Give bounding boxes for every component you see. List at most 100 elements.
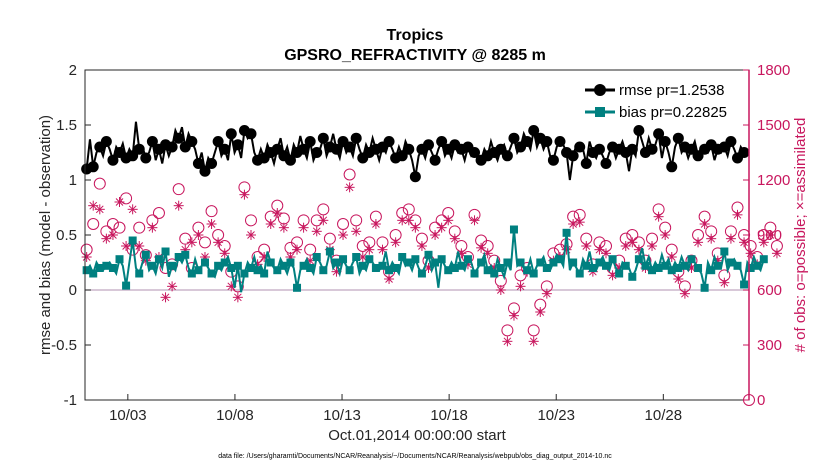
possible-obs-point <box>514 269 527 282</box>
assimilated-obs-stroke <box>240 190 249 199</box>
assimilated-obs-point <box>94 204 105 215</box>
bias-point <box>437 255 446 264</box>
assimilated-obs-point <box>508 310 519 321</box>
assimilated-obs-stroke <box>470 216 479 225</box>
possible-obs-point <box>245 214 257 227</box>
rmse-point <box>725 136 737 147</box>
assimilated-obs-stroke <box>404 216 413 225</box>
possible-obs-point <box>527 324 540 337</box>
bias-point <box>621 261 630 270</box>
rmse-point <box>653 128 665 140</box>
assimilated-obs-stroke <box>602 249 610 258</box>
rmse-point <box>199 165 211 177</box>
assimilated-obs-stroke <box>648 242 656 250</box>
bias-point <box>628 272 637 281</box>
possible-obs-point <box>93 177 106 190</box>
rmse-point <box>166 141 178 153</box>
assimilated-obs-stroke <box>477 243 485 252</box>
bias-point <box>470 269 479 278</box>
assimilated-obs-stroke <box>115 198 124 206</box>
assimilated-obs-stroke <box>135 242 144 250</box>
bias-point <box>266 258 275 267</box>
y-axis-label: rmse and bias (model - observation) <box>37 115 54 355</box>
bias-point <box>582 261 591 270</box>
bias-point <box>371 264 380 272</box>
assimilated-obs-stroke <box>773 249 781 258</box>
assimilated-obs-stroke <box>194 231 203 239</box>
assimilated-obs-point <box>765 230 776 240</box>
assimilated-obs-stroke <box>312 227 321 236</box>
assimilated-obs-stroke <box>635 245 643 254</box>
assimilated-obs-point <box>502 336 513 347</box>
bias-point <box>89 269 98 278</box>
rmse-point <box>659 136 671 147</box>
assimilated-obs-point <box>318 215 329 226</box>
assimilated-obs-stroke <box>759 238 768 247</box>
assimilated-obs-point <box>81 252 92 262</box>
legend-rmse-label: rmse pr=1.2538 <box>619 82 724 99</box>
assimilated-obs-stroke <box>444 216 453 225</box>
rmse-series <box>81 121 750 183</box>
bias-point <box>674 264 683 272</box>
rmse-point <box>501 150 513 162</box>
bias-point <box>463 255 472 264</box>
assimilated-obs-stroke <box>694 238 702 247</box>
assimilated-obs-stroke <box>727 234 735 243</box>
left-y-tick-label: -1 <box>64 392 77 409</box>
bias-point <box>562 228 571 237</box>
rmse-point <box>146 136 158 147</box>
bias-point <box>174 253 183 261</box>
rmse-point <box>567 150 579 162</box>
rmse-point <box>423 139 435 151</box>
legend: rmse pr=1.2538 bias pr=0.22825 <box>578 77 743 123</box>
x-tick-label: 10/28 <box>645 407 683 424</box>
assimilated-obs-stroke <box>95 205 104 214</box>
left-y-tick-label: 2 <box>69 62 77 79</box>
possible-obs-point <box>350 214 363 227</box>
assimilated-obs-point <box>410 222 421 233</box>
rmse-point <box>232 139 244 151</box>
assimilated-obs-stroke <box>161 293 170 302</box>
assimilated-obs-point <box>732 209 743 220</box>
assimilated-obs-point <box>673 274 684 284</box>
legend-box <box>578 77 743 123</box>
rmse-point <box>429 154 441 166</box>
footnote: data file: /Users/gharamti/Documents/NCA… <box>218 453 612 460</box>
assimilated-obs-stroke <box>102 234 111 243</box>
rmse-point <box>100 136 112 147</box>
x-axis: 10/03 10/08 10/13 10/18 10/23 10/28 <box>109 394 682 424</box>
possible-obs-point <box>304 243 317 256</box>
assimilated-obs-stroke <box>654 212 663 221</box>
x-tick-label: 10/23 <box>537 407 575 424</box>
assimilated-obs-point <box>693 237 704 248</box>
x-tick-label: 10/03 <box>109 407 147 424</box>
bias-point <box>444 266 453 275</box>
assimilated-obs-point <box>311 226 322 237</box>
assimilated-obs-point <box>449 233 460 244</box>
rmse-point <box>192 158 204 169</box>
assimilated-obs-stroke <box>319 216 328 225</box>
bias-point <box>700 283 709 292</box>
assimilated-obs-point <box>601 248 612 259</box>
assimilated-obs-point <box>647 241 658 251</box>
bias-point <box>240 269 249 278</box>
assimilated-obs-stroke <box>385 275 393 283</box>
left-y-tick-label: 1.5 <box>56 117 77 134</box>
assimilated-obs-stroke <box>575 218 584 227</box>
bias-point <box>194 266 203 275</box>
bias-point <box>306 264 315 272</box>
assimilated-obs-point <box>167 281 178 292</box>
bias-point <box>687 255 696 264</box>
rmse-point <box>383 136 395 147</box>
bias-point <box>273 266 282 275</box>
assimilated-obs-point <box>739 237 750 248</box>
bias-point <box>161 247 170 256</box>
x-tick-label: 10/13 <box>323 407 361 424</box>
assimilated-obs-stroke <box>411 223 420 232</box>
bias-point <box>411 255 420 264</box>
bias-point <box>82 266 91 275</box>
assimilated-obs-point <box>568 219 579 229</box>
assimilated-obs-point <box>107 230 118 240</box>
bias-point <box>260 269 269 278</box>
